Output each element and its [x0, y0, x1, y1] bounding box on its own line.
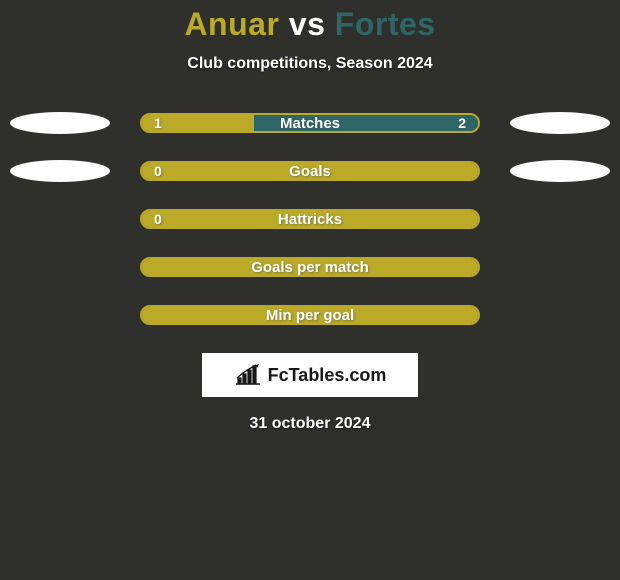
chart-icon	[234, 364, 262, 386]
stat-rows: Matches12Goals0Hattricks0Goals per match…	[0, 113, 620, 325]
stat-bar: Goals0	[140, 161, 480, 181]
stat-row: Goals0	[0, 161, 620, 181]
stat-bar-label: Goals per match	[142, 259, 478, 275]
stat-bar-label: Min per goal	[142, 307, 478, 323]
player-photo-placeholder-left	[10, 160, 110, 182]
title-vs: vs	[289, 6, 326, 42]
stat-bar-label: Hattricks	[142, 211, 478, 227]
title-player2: Fortes	[335, 6, 436, 42]
comparison-infographic: Anuar vs Fortes Club competitions, Seaso…	[0, 0, 620, 580]
stat-row: Goals per match	[0, 257, 620, 277]
stat-row: Min per goal	[0, 305, 620, 325]
stat-row: Matches1 2	[0, 113, 620, 133]
stat-bar-value-right: 2	[458, 115, 466, 131]
title-player1: Anuar	[184, 6, 279, 42]
player-photo-placeholder-right	[510, 112, 610, 134]
brand-logo-text: FcTables.com	[268, 365, 387, 386]
stat-bar: Goals per match	[140, 257, 480, 277]
stat-bar: Min per goal	[140, 305, 480, 325]
stat-bar-label: Matches	[142, 115, 478, 131]
stat-bar-value-left: 0	[154, 163, 162, 179]
subtitle: Club competitions, Season 2024	[0, 55, 620, 73]
stat-bar: Matches1 2	[140, 113, 480, 133]
page-title: Anuar vs Fortes	[0, 6, 620, 43]
player-photo-placeholder-right	[510, 160, 610, 182]
stat-bar: Hattricks0	[140, 209, 480, 229]
stat-bar-label: Goals	[142, 163, 478, 179]
stat-bar-value-left: 1	[154, 115, 162, 131]
stat-row: Hattricks0	[0, 209, 620, 229]
date-label: 31 october 2024	[0, 415, 620, 433]
stat-bar-value-left: 0	[154, 211, 162, 227]
brand-logo: FcTables.com	[202, 353, 418, 397]
player-photo-placeholder-left	[10, 112, 110, 134]
